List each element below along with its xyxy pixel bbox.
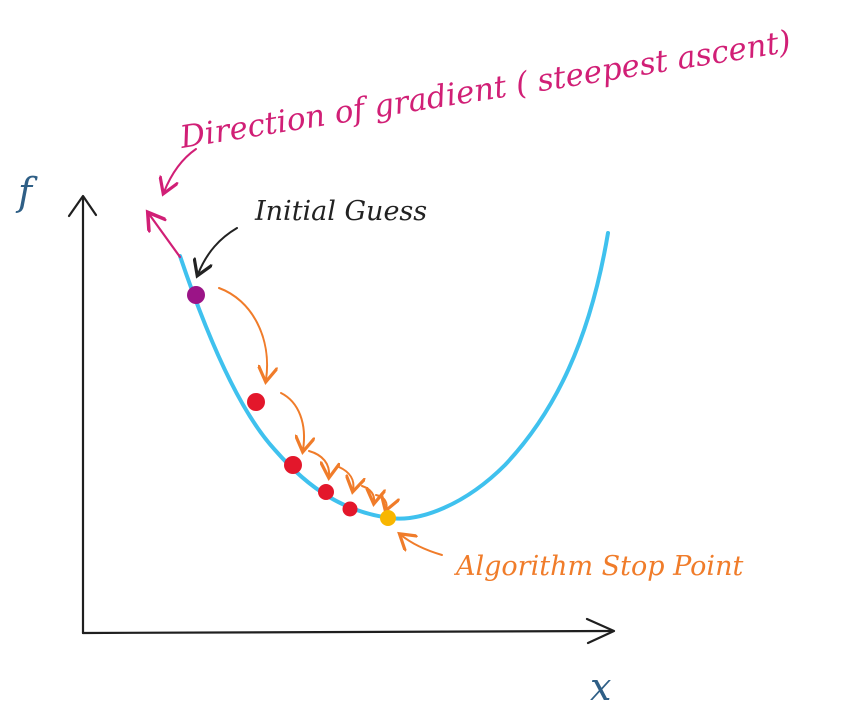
descent-step-arrows [218,287,387,509]
initial-guess-label: Initial Guess [254,196,427,227]
initial-guess-point [187,286,205,304]
step-arrow-2 [280,392,304,450]
stop-point-label: Algorithm Stop Point [453,551,743,582]
step-point-4 [342,501,358,517]
step-arrow-1 [218,287,267,380]
step-point-2 [284,456,302,474]
x-axis-line [81,629,614,635]
stop-point-arrow [401,535,443,556]
x-axis-arrowhead [585,617,616,645]
stop-point [380,510,396,526]
step-point-3 [318,484,334,500]
gradient-label-arrow [164,148,197,192]
initial-guess-arrow [198,227,238,274]
descent-points [187,286,396,526]
step-arrow-4 [338,466,353,490]
axes [67,194,616,645]
y-axis-arrowhead [67,194,98,218]
x-axis-label: x [590,665,611,709]
y-axis-label: f [15,170,38,214]
gradient-direction-label: Direction of gradient ( steepest ascent) [177,24,794,156]
gradient-direction-arrow [149,214,182,259]
loss-curve [178,231,610,521]
step-point-1 [247,393,265,411]
step-arrow-3 [308,450,329,476]
step-arrow-5 [361,485,374,502]
step-arrow-6 [375,495,387,509]
